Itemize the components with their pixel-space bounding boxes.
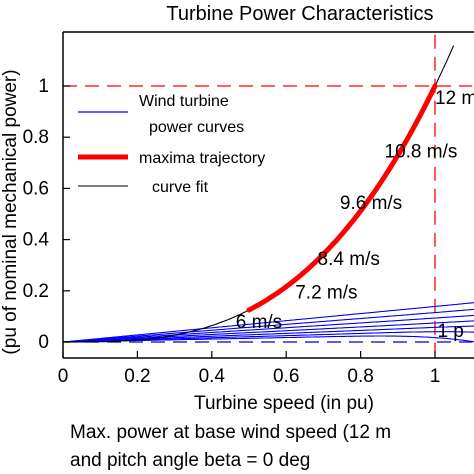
x-axis-label: Turbine speed (in pu)	[194, 393, 374, 414]
chart-title: Turbine Power Characteristics	[166, 3, 433, 25]
x-tick-label-0: 0	[58, 366, 69, 387]
y-tick-label-1: 0.2	[23, 281, 49, 302]
power-curve-3	[63, 320, 474, 343]
wind-speed-label-3: 9.6 m/s	[340, 193, 402, 214]
legend-label-power-curves-line2: power curves	[149, 119, 244, 136]
x-tick-label-3: 0.6	[273, 366, 299, 387]
y-tick-label-5: 1	[38, 76, 49, 97]
x-tick-label-1: 0.2	[124, 366, 150, 387]
wind-speed-label-2: 8.4 m/s	[318, 249, 380, 270]
wind-speed-label-4: 10.8 m/s	[385, 142, 458, 163]
legend-label-curve-fit: curve fit	[152, 179, 209, 196]
legend-label-maxima: maxima trajectory	[139, 150, 265, 167]
y-tick-label-0: 0	[38, 332, 49, 353]
footer-note-line1: Max. power at base wind speed (12 m	[70, 422, 391, 443]
axes-layer: 6 m/s 7.2 m/s 8.4 m/s 9.6 m/s 10.8 m/s 12 m/s…	[23, 31, 474, 387]
power-curve-2	[63, 325, 474, 343]
power-curve-4	[63, 314, 474, 343]
legend-label-power-curves-line1: Wind turbine	[139, 93, 229, 110]
y-tick-label-2: 0.4	[23, 230, 50, 251]
y-tick-label-3: 0.6	[23, 178, 49, 199]
wind-speed-label-5: 12 m/s	[435, 88, 474, 109]
wind-speed-label-1: 7.2 m/s	[295, 282, 357, 303]
maxima-trajectory-line	[246, 83, 438, 313]
y-tick-label-4: 0.8	[23, 127, 49, 148]
x-tick-label-2: 0.4	[199, 366, 226, 387]
wind-speed-label-0: 6 m/s	[236, 312, 282, 333]
power-curve-6	[63, 302, 474, 343]
legend: Wind turbine power curves maxima traject…	[78, 93, 265, 196]
wind-speed-label-6: 1 p	[437, 321, 463, 342]
power-curve-5	[63, 308, 474, 343]
footer-note-line2: and pitch angle beta = 0 deg	[70, 450, 310, 471]
y-axis-label: (pu of nominal mechanical power)	[0, 69, 21, 354]
x-tick-label-5: 1	[430, 366, 441, 387]
curves-layer	[63, 34, 474, 355]
x-tick-label-4: 0.8	[347, 366, 373, 387]
